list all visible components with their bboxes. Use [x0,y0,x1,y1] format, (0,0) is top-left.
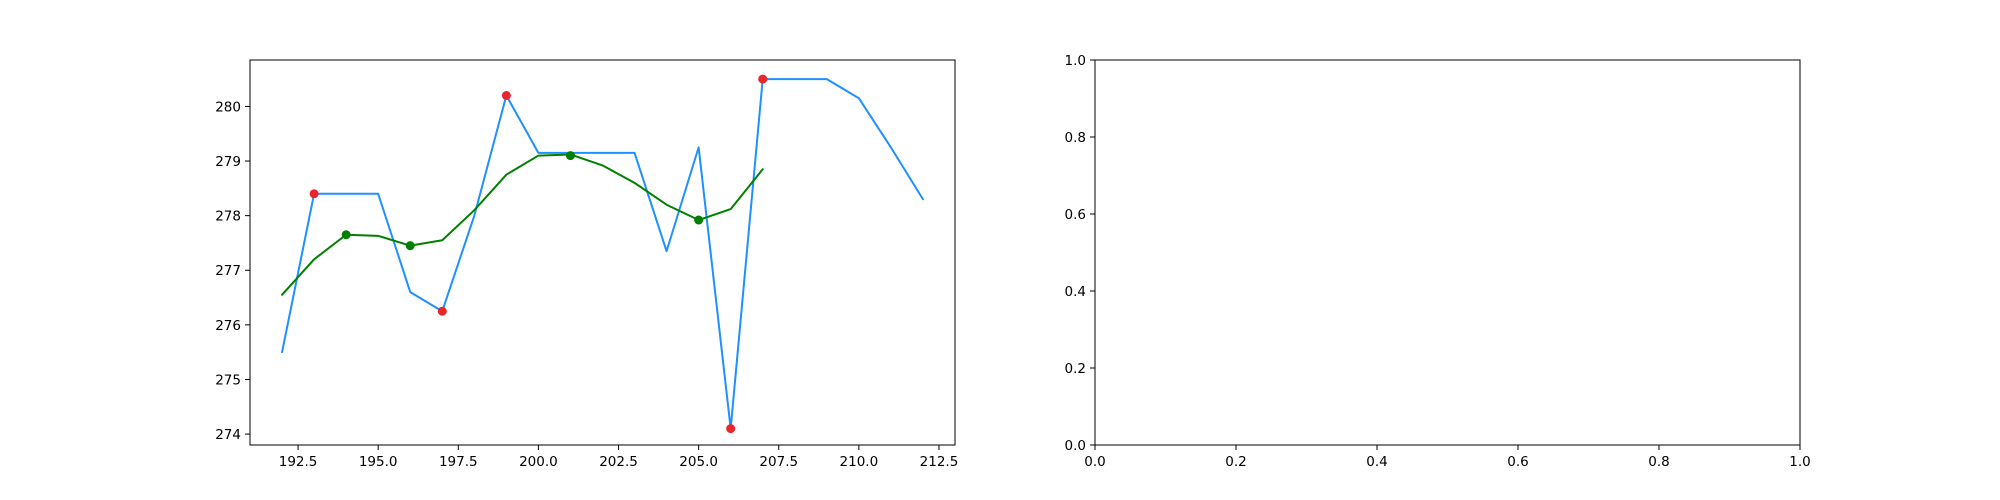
right-y-tick-label: 0.2 [1065,361,1086,377]
left-scatter-point [341,230,351,240]
right-x-tick-label: 0.0 [1084,454,1105,470]
right-x-tick-label: 0.8 [1648,454,1669,470]
left-x-tick-label: 205.0 [679,454,718,470]
left-scatter-point [309,189,319,199]
left-x-tick-label: 210.0 [840,454,879,470]
left-y-tick-label: 277 [215,263,241,279]
left-y-axis: 274 275 276 277 278 279 280 [215,99,250,443]
left-scatter-point [726,424,736,434]
left-scatter-point [501,90,511,100]
right-x-tick-label: 0.4 [1366,454,1387,470]
right-x-tick-label: 0.6 [1507,454,1528,470]
left-x-tick-label: 200.0 [519,454,558,470]
left-x-tick-label: 207.5 [759,454,798,470]
left-scatter-point [758,74,768,84]
right-y-tick-label: 0.4 [1065,284,1086,300]
right-y-tick-label: 0.0 [1065,438,1086,454]
left-y-tick-label: 280 [215,99,241,115]
left-x-tick-label: 197.5 [439,454,478,470]
right-y-tick-label: 1.0 [1065,53,1086,69]
left-scatter-point [694,215,704,225]
right-x-axis: 0.0 0.2 0.4 0.6 0.8 1.0 [1084,445,1811,470]
left-y-tick-label: 276 [215,318,241,334]
right-y-tick-label: 0.8 [1065,130,1086,146]
left-scatter-point [437,306,447,316]
left-plot-content [281,74,924,434]
left-y-tick-label: 275 [215,372,241,388]
right-x-tick-label: 1.0 [1789,454,1810,470]
right-y-tick-label: 0.6 [1065,207,1086,223]
left-chart-panel: 192.5 195.0 197.5 200.0 202.5 205.0 207.5 210.0… [215,59,959,470]
left-x-tick-label: 212.5 [920,454,959,470]
left-series-line-1 [281,153,764,296]
right-y-axis: 0.0 0.2 0.4 0.6 0.8 1.0 [1065,53,1095,454]
left-y-tick-label: 279 [215,154,241,170]
left-y-tick-label: 278 [215,209,241,225]
left-plot-frame [249,59,956,446]
left-x-tick-label: 195.0 [359,454,398,470]
right-plot-frame [1094,59,1801,446]
left-x-axis: 192.5 195.0 197.5 200.0 202.5 205.0 207.5 210.0… [279,445,959,470]
left-x-tick-label: 202.5 [599,454,638,470]
left-scatter-point [565,151,575,161]
left-scatter-point [405,241,415,251]
left-x-tick-label: 192.5 [279,454,318,470]
left-y-tick-label: 274 [215,427,241,443]
left-series-line-0 [281,78,924,430]
right-x-tick-label: 0.2 [1225,454,1246,470]
right-chart-panel: 0.0 0.2 0.4 0.6 0.8 1.0 0.0 0.2 0.4 0.6 0.8 1.0 [1065,53,1811,470]
